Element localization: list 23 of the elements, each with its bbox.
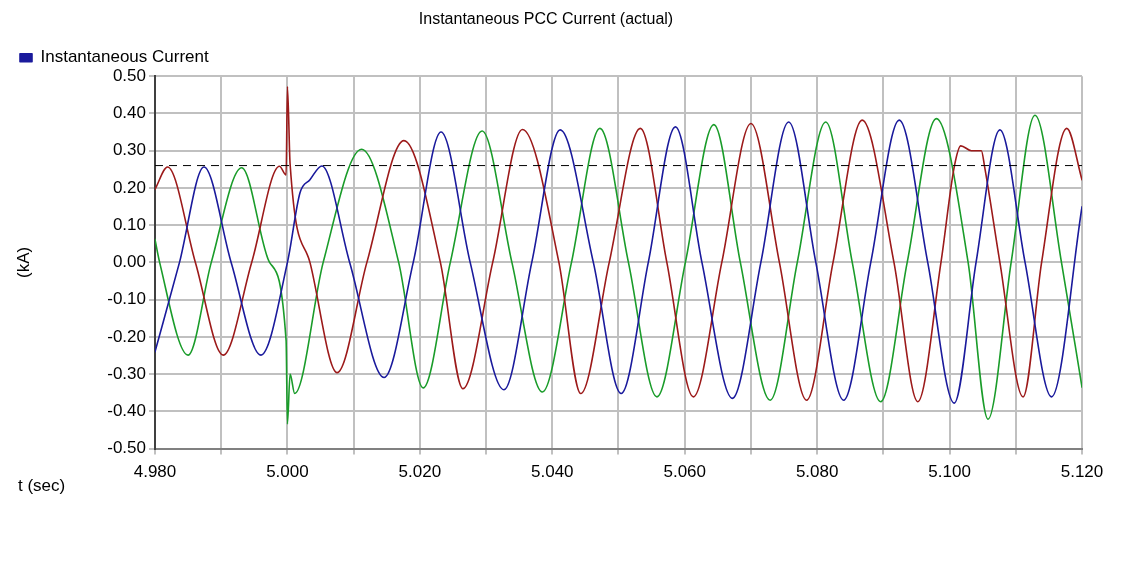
x-tick-label: 5.000 — [266, 462, 309, 482]
y-tick-label: 0.30 — [112, 140, 146, 160]
x-tick-label: 5.020 — [398, 462, 442, 482]
x-tick-label: 5.120 — [1060, 462, 1104, 482]
x-tick-label: 4.980 — [133, 462, 177, 482]
y-tick-label: -0.20 — [107, 326, 146, 346]
y-tick-label: -0.40 — [107, 401, 146, 421]
y-tick-label: -0.10 — [107, 289, 146, 309]
y-tick-label: 0.10 — [112, 214, 146, 234]
chart-title: Instantaneous PCC Current (actual) — [418, 10, 674, 28]
y-tick-label: -0.50 — [107, 438, 146, 458]
y-axis-title: (kA) — [13, 246, 33, 278]
x-tick-label: 5.040 — [531, 462, 574, 482]
y-tick-label: 0.00 — [112, 252, 146, 272]
y-tick-label: 0.40 — [112, 103, 146, 123]
y-tick-label: 0.50 — [112, 65, 146, 85]
x-tick-label: 5.060 — [663, 462, 706, 482]
legend-label: Instantaneous Current — [40, 47, 209, 67]
x-tick-label: 5.100 — [928, 462, 971, 482]
y-tick-label: -0.30 — [107, 363, 146, 383]
x-tick-label: 5.080 — [795, 462, 839, 482]
y-tick-label: 0.20 — [112, 177, 146, 197]
x-axis-title: t (sec) — [18, 476, 66, 496]
